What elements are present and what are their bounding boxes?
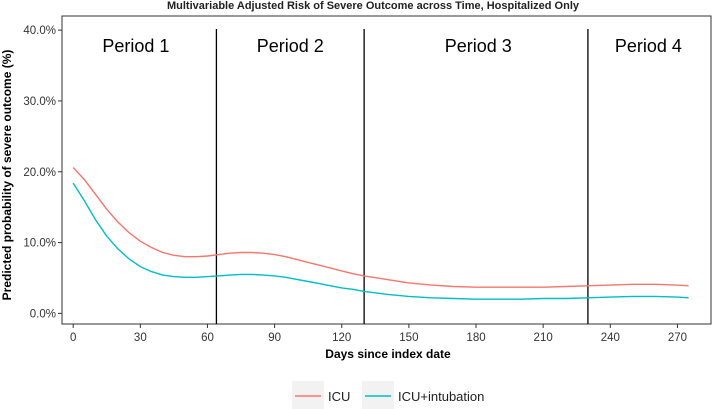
period-label: Period 3 <box>445 36 512 56</box>
y-axis: 0.0% 10.0% 20.0% 30.0% 40.0% <box>23 25 62 320</box>
period-annotations: Period 1 Period 2 Period 3 Period 4 <box>102 29 682 324</box>
y-tick-label: 40.0% <box>23 25 56 37</box>
legend-label: ICU+intubation <box>398 389 484 404</box>
legend-label: ICU <box>328 389 350 404</box>
series-line-icu-intubation <box>72 182 689 300</box>
series-line-icu <box>72 167 689 288</box>
x-tick-label: 240 <box>601 332 620 344</box>
x-tick-label: 180 <box>466 332 485 344</box>
x-tick-label: 30 <box>134 332 147 344</box>
y-tick-label: 0.0% <box>30 308 56 320</box>
legend: ICU ICU+intubation <box>292 381 484 409</box>
period-label: Period 2 <box>257 36 324 56</box>
series-lines <box>72 167 689 300</box>
legend-key <box>362 381 394 409</box>
x-tick-label: 270 <box>668 332 687 344</box>
x-tick-label: 0 <box>70 332 76 344</box>
plot-frame <box>61 15 712 325</box>
x-tick-label: 150 <box>399 332 418 344</box>
y-axis-title: Predicted probability of severe outcome … <box>0 50 14 301</box>
y-tick-label: 20.0% <box>23 167 56 179</box>
x-axis: 0 30 60 90 120 150 180 210 240 270 <box>70 324 687 344</box>
y-tick-label: 30.0% <box>23 96 56 108</box>
x-tick-label: 210 <box>534 332 553 344</box>
period-label: Period 1 <box>102 36 169 56</box>
chart-title: Multivariable Adjusted Risk of Severe Ou… <box>167 0 580 12</box>
legend-key <box>292 381 324 409</box>
x-tick-label: 120 <box>332 332 351 344</box>
x-tick-label: 60 <box>201 332 214 344</box>
x-tick-label: 90 <box>268 332 281 344</box>
x-axis-title: Days since index date <box>325 347 451 361</box>
period-label: Period 4 <box>615 36 682 56</box>
y-tick-label: 10.0% <box>23 238 56 250</box>
